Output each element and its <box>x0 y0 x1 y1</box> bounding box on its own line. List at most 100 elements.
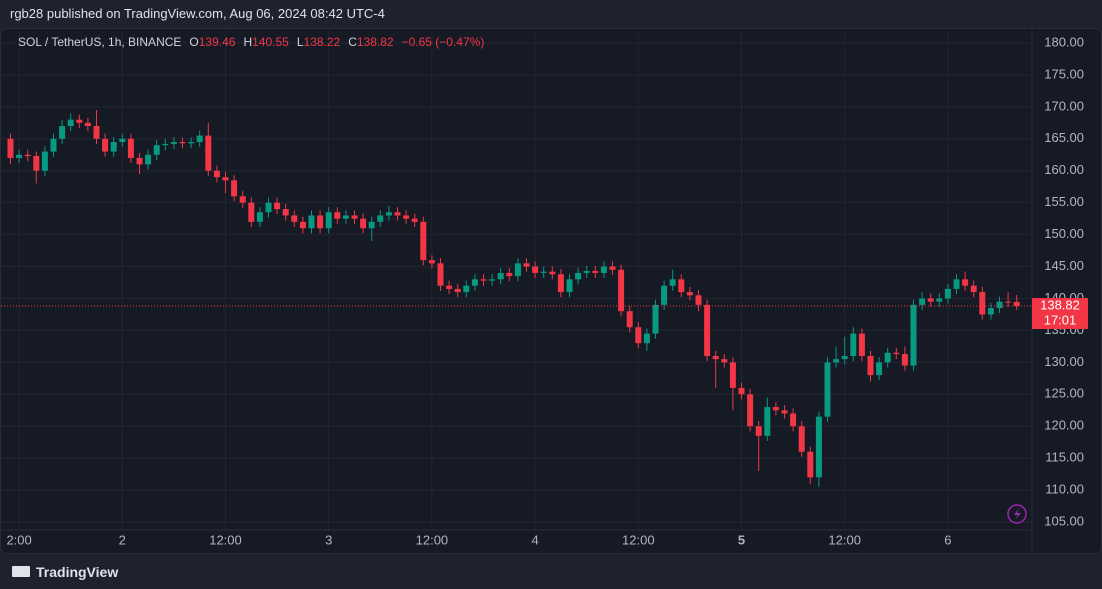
candle-body <box>523 263 530 267</box>
candle-body <box>919 298 926 305</box>
candle-body <box>76 119 83 123</box>
candle-body <box>463 285 470 293</box>
y-tick-label: 175.00 <box>1044 66 1084 81</box>
candle-body <box>394 212 401 216</box>
candle-body <box>910 304 917 366</box>
candle-body <box>850 333 857 356</box>
candle-body <box>987 308 994 315</box>
y-tick-label: 155.00 <box>1044 194 1084 209</box>
candle-body <box>884 352 891 363</box>
candle-body <box>411 218 418 222</box>
candle-body <box>437 263 444 286</box>
candle-body <box>274 202 281 210</box>
brand: TradingView <box>36 564 119 580</box>
alert-bolt <box>1014 508 1021 520</box>
legend-key: L <box>296 35 304 49</box>
candle-body <box>506 272 513 277</box>
candle-body <box>102 138 109 152</box>
candle-body <box>489 279 496 281</box>
candle-body <box>927 298 934 302</box>
candle-body <box>970 285 977 293</box>
legend-key: O <box>189 35 199 49</box>
x-tick-label: 3 <box>325 532 332 547</box>
x-tick-label: 12:00 <box>828 532 861 547</box>
candle-body <box>16 154 23 158</box>
legend-key: H <box>243 35 253 49</box>
x-tick-label: 6 <box>944 532 951 547</box>
y-tick-label: 120.00 <box>1044 418 1084 433</box>
candle-body <box>678 279 685 293</box>
candle-body <box>798 426 805 452</box>
candle-body <box>514 263 521 277</box>
candle-body <box>222 177 229 181</box>
candle-body <box>867 355 874 376</box>
candle-body <box>248 202 255 222</box>
candle-body <box>643 333 650 344</box>
candle-body <box>764 407 771 436</box>
candle-body <box>110 142 117 152</box>
candle-body <box>549 271 556 275</box>
candle-body <box>33 156 40 171</box>
alert-icon[interactable] <box>1007 504 1027 524</box>
candle-body <box>592 271 599 273</box>
legend-value: 139.46 <box>198 35 236 49</box>
y-tick-label: 110.00 <box>1045 482 1084 497</box>
candle-body <box>471 279 478 286</box>
candle-body <box>497 272 504 280</box>
x-tick-label: 12:00 <box>622 532 655 547</box>
candle-body <box>231 180 238 197</box>
symbol: SOL / TetherUS, 1h, BINANCE <box>18 35 182 49</box>
candle-body <box>876 362 883 376</box>
candle-body <box>119 138 126 143</box>
candle-body <box>721 359 728 363</box>
candle-body <box>833 359 840 363</box>
legend: SOL / TetherUS, 1h, BINANCE O 139.46 H 140.… <box>18 35 484 49</box>
candle-body <box>403 215 410 219</box>
y-tick-label: 125.00 <box>1044 386 1084 401</box>
candle-body <box>153 145 160 155</box>
x-tick-label: 2 <box>119 532 126 547</box>
candle-body <box>566 279 573 293</box>
candle-body <box>893 352 900 355</box>
y-tick-label: 150.00 <box>1044 226 1084 241</box>
candle-body <box>265 202 272 213</box>
candle-body <box>162 143 169 146</box>
candle-body <box>325 212 332 229</box>
candle-body <box>291 215 298 222</box>
candle-body <box>772 407 779 411</box>
candle-body <box>136 157 143 165</box>
candle-body <box>385 212 392 216</box>
y-tick-label: 145.00 <box>1044 258 1084 273</box>
candle-body <box>454 288 461 293</box>
candle-body <box>807 451 814 478</box>
candle-body <box>213 170 220 178</box>
candle-body <box>145 154 152 165</box>
candle-body <box>695 295 702 305</box>
candle-body <box>67 119 74 127</box>
candle-body <box>815 416 822 478</box>
legend-value: 138.82 <box>356 35 394 49</box>
y-tick-label: 160.00 <box>1044 162 1084 177</box>
candle-body <box>480 279 487 281</box>
y-tick-label: 165.00 <box>1044 130 1084 145</box>
candle-body <box>188 142 195 144</box>
last-price-tag <box>1032 298 1088 330</box>
candle-body <box>686 292 693 296</box>
candle-body <box>50 138 57 152</box>
candle-body <box>196 135 203 143</box>
candle-body <box>790 413 797 427</box>
y-tick-label: 105.00 <box>1044 513 1084 528</box>
x-tick-label: 2:00 <box>6 532 31 547</box>
legend-key: C <box>348 35 357 49</box>
candle-body <box>901 354 908 366</box>
x-tick-label: 12:00 <box>416 532 449 547</box>
candle-body <box>609 266 616 270</box>
candle-body <box>282 209 289 216</box>
candle-body <box>342 215 349 219</box>
candle-body <box>953 279 960 289</box>
y-tick-label: 115.00 <box>1045 450 1084 465</box>
candle-body <box>729 362 736 388</box>
y-tick-label: 130.00 <box>1044 354 1084 369</box>
candle-body <box>712 355 719 360</box>
